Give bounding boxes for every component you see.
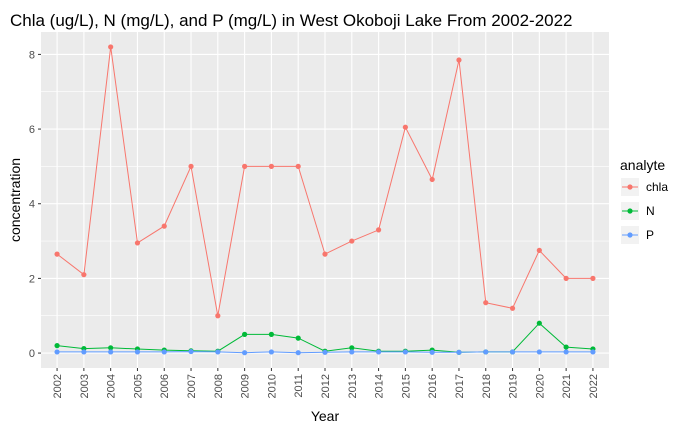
x-tick-label: 2002 (52, 374, 64, 398)
x-tick-label: 2007 (186, 374, 198, 398)
x-tick-label: 2008 (213, 374, 225, 398)
x-tick-label: 2005 (132, 374, 144, 398)
chart-title: Chla (ug/L), N (mg/L), and P (mg/L) in W… (10, 11, 573, 30)
data-point-chla (268, 163, 275, 169)
data-point-n (563, 344, 569, 350)
data-point-p (349, 349, 355, 355)
data-point-chla (81, 272, 87, 278)
data-point-p (563, 349, 569, 355)
data-point-p (161, 349, 167, 355)
legend-key-point (627, 184, 633, 190)
data-point-chla (509, 305, 516, 311)
data-point-p (215, 349, 221, 355)
data-point-chla (375, 227, 382, 233)
legend-key-point (627, 208, 633, 214)
y-axis-title: concentration (7, 158, 23, 242)
data-point-chla (134, 240, 141, 246)
data-point-chla (295, 163, 301, 169)
x-tick-label: 2009 (240, 374, 252, 398)
x-tick-label: 2014 (374, 374, 386, 398)
x-tick-label: 2017 (454, 374, 466, 398)
data-point-chla (322, 251, 328, 257)
grid-lines (41, 32, 609, 368)
data-point-chla (483, 300, 489, 306)
legend-label-n: N (646, 204, 655, 218)
data-point-chla (402, 124, 408, 130)
data-point-chla (108, 44, 114, 50)
y-tick-label: 6 (29, 124, 35, 136)
series-layer (54, 44, 596, 356)
data-point-p (402, 349, 408, 355)
data-point-n (242, 331, 248, 337)
data-point-n (349, 345, 355, 351)
x-tick-label: 2011 (293, 374, 305, 398)
x-tick-label: 2020 (534, 374, 546, 398)
y-axis: 0 2 4 6 8 (29, 49, 41, 360)
data-point-p (509, 349, 516, 355)
x-tick-label: 2022 (588, 374, 600, 398)
data-point-p (375, 349, 382, 355)
data-point-p (188, 348, 194, 355)
legend-key-point (627, 232, 633, 238)
x-tick-label: 2004 (106, 374, 118, 398)
data-point-p (108, 349, 114, 355)
x-tick-label: 2015 (400, 374, 412, 398)
data-point-n (54, 343, 60, 349)
data-point-chla (188, 163, 194, 169)
data-point-chla (590, 275, 596, 281)
data-point-chla (215, 313, 221, 319)
legend-label-p: P (646, 228, 654, 242)
data-point-chla (349, 238, 355, 244)
data-point-chla (54, 251, 60, 257)
x-tick-label: 2019 (508, 374, 520, 398)
y-tick-label: 0 (29, 348, 35, 360)
data-point-p (429, 349, 435, 355)
y-tick-label: 2 (29, 273, 35, 285)
data-point-p (590, 349, 596, 355)
y-tick-label: 4 (29, 199, 35, 211)
data-point-n (268, 331, 275, 337)
data-point-p (536, 349, 542, 355)
data-point-chla (456, 57, 462, 63)
legend-label-chla: chla (646, 180, 668, 194)
x-tick-label: 2010 (266, 374, 278, 398)
data-point-chla (161, 223, 167, 229)
data-point-p (81, 349, 87, 355)
x-axis: 2002 2003 2004 2005 2006 2007 2008 2009 2010 2011… (52, 368, 600, 398)
x-tick-label: 2013 (347, 374, 359, 398)
data-point-p (456, 349, 462, 355)
y-tick-label: 8 (29, 49, 35, 61)
legend-title: analyte (620, 157, 665, 173)
data-point-chla (536, 247, 542, 253)
data-point-n (108, 345, 114, 351)
data-point-n (536, 320, 542, 326)
data-point-p (483, 349, 489, 355)
data-point-chla (429, 176, 435, 183)
data-point-p (322, 349, 328, 355)
data-point-p (268, 349, 275, 355)
x-tick-label: 2016 (427, 374, 439, 398)
x-tick-label: 2006 (159, 374, 171, 398)
legend: analyte chla NP (620, 157, 668, 244)
data-point-p (134, 349, 141, 355)
x-tick-label: 2018 (481, 374, 493, 398)
x-tick-label: 2012 (320, 374, 332, 398)
x-axis-title: Year (311, 408, 340, 424)
x-tick-label: 2003 (79, 374, 91, 398)
x-tick-label: 2021 (561, 374, 573, 398)
data-point-n (295, 335, 301, 341)
data-point-p (54, 349, 60, 355)
data-point-chla (563, 275, 569, 281)
data-point-chla (242, 163, 248, 169)
data-point-p (242, 350, 248, 356)
data-point-p (295, 350, 301, 356)
